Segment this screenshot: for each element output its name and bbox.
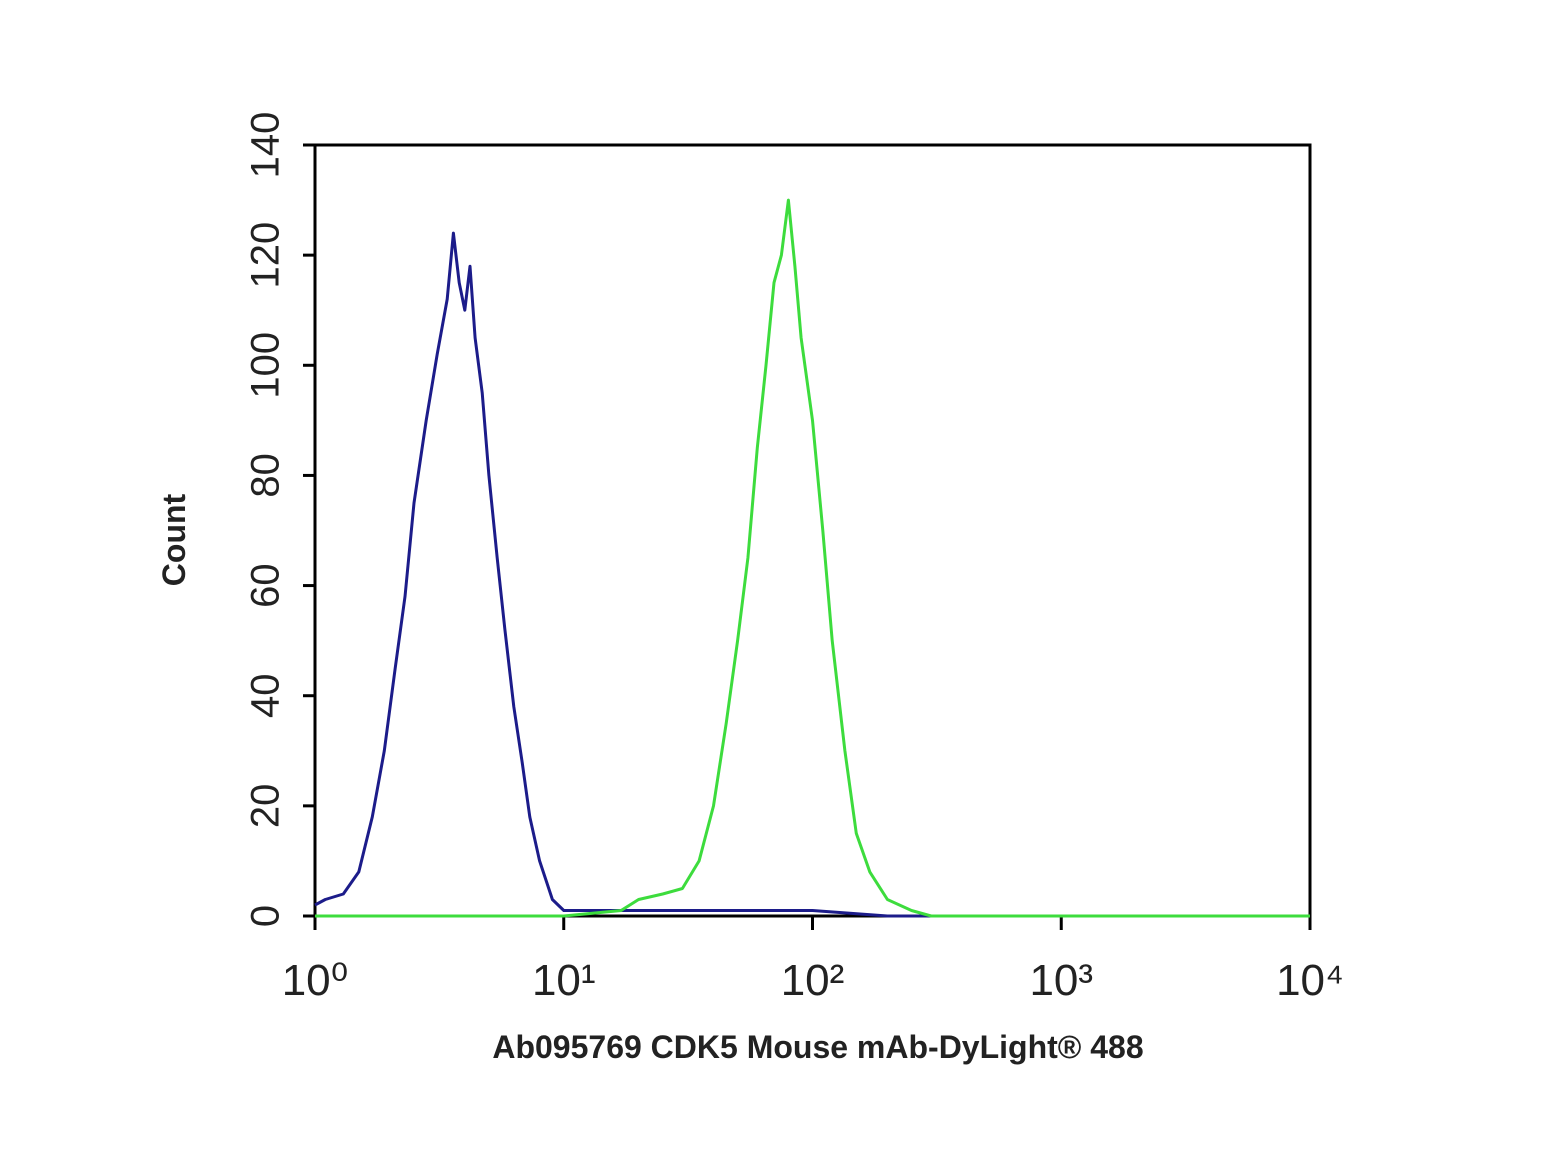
y-tick-label: 120 bbox=[244, 222, 288, 289]
y-tick-label: 0 bbox=[244, 905, 288, 927]
y-tick-label: 20 bbox=[244, 784, 288, 829]
y-tick-label: 100 bbox=[244, 332, 288, 399]
y-tick-label: 80 bbox=[244, 453, 288, 498]
series-line bbox=[315, 198, 1310, 918]
x-tick-label: 10² bbox=[781, 956, 845, 1005]
series-line bbox=[314, 231, 1310, 918]
x-tick-label: 10³ bbox=[1029, 956, 1093, 1005]
x-tick-label: 10⁴ bbox=[1276, 956, 1344, 1005]
y-tick-label: 60 bbox=[244, 563, 288, 608]
x-axis-label: Ab095769 CDK5 Mouse mAb-DyLight® 488 bbox=[492, 1029, 1143, 1065]
x-tick-label: 10⁰ bbox=[282, 956, 349, 1005]
plot-frame bbox=[313, 143, 1312, 918]
y-tick-label: 40 bbox=[244, 673, 288, 718]
y-axis-label: Count bbox=[156, 493, 192, 586]
y-tick-label: 140 bbox=[244, 112, 288, 179]
x-tick-label: 10¹ bbox=[532, 956, 596, 1005]
